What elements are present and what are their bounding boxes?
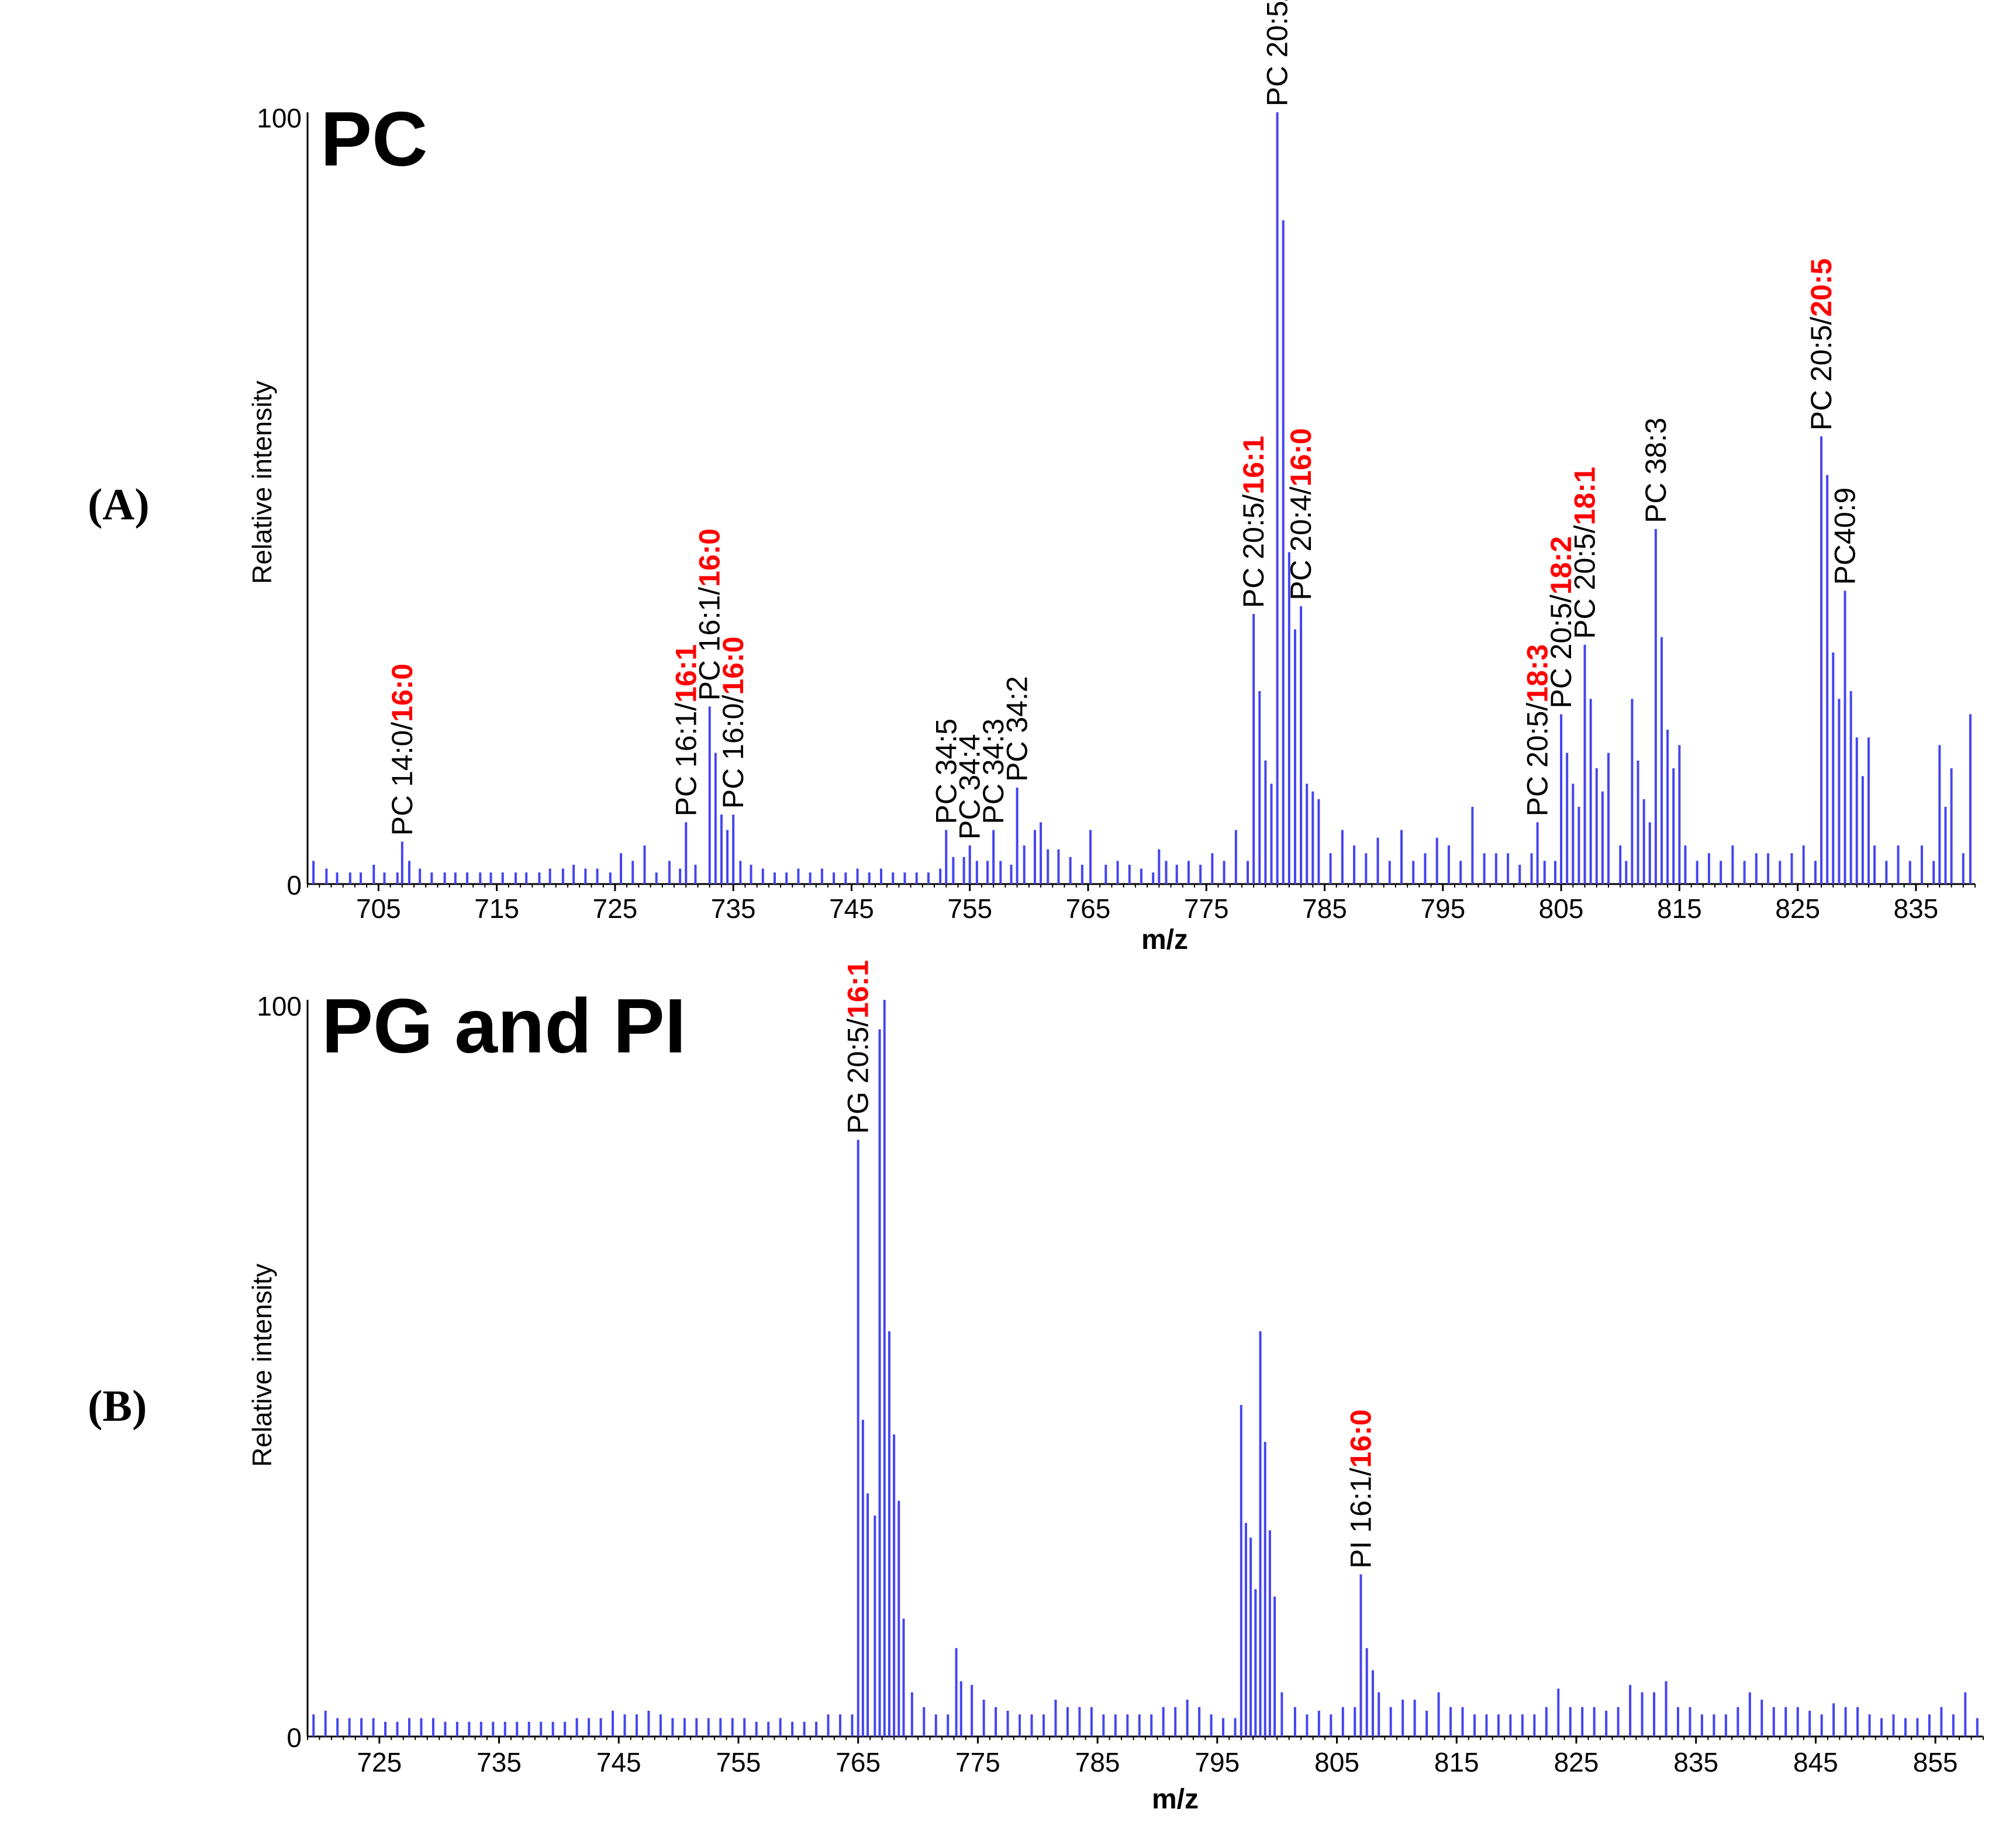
annotation-fatty-acid-red: 16:1 bbox=[1237, 436, 1270, 494]
x-tick-label: 785 bbox=[1075, 1747, 1120, 1777]
peak-annotation: PC40:9 bbox=[1829, 488, 1862, 585]
annotation-text: PC 20:5/ bbox=[1261, 0, 1294, 106]
annotation-text: PC 20:5/ bbox=[1521, 703, 1554, 817]
x-tick-label: 835 bbox=[1673, 1747, 1718, 1777]
x-tick-label: 745 bbox=[829, 893, 874, 924]
peak-annotation: PC 20:5/16:1 bbox=[1237, 436, 1270, 608]
annotation-fatty-acid-red: 16:0 bbox=[693, 529, 726, 587]
peak-annotation: PI 16:1/16:0 bbox=[1344, 1409, 1377, 1568]
x-tick-label: 755 bbox=[947, 893, 992, 924]
panel-a-ytick-100: 100 bbox=[257, 103, 302, 133]
peak-annotation: PC 20:4/16:0 bbox=[1285, 428, 1317, 600]
x-tick-label: 815 bbox=[1657, 893, 1702, 924]
x-tick-label: 735 bbox=[477, 1747, 522, 1777]
annotation-text: PG 20:5/ bbox=[842, 1019, 875, 1134]
panel-b-ytick-0: 0 bbox=[286, 1722, 302, 1753]
annotation-fatty-acid-red: 16:0 bbox=[1344, 1409, 1377, 1468]
peak-annotation: PC 38:3 bbox=[1639, 417, 1672, 523]
x-tick-label: 725 bbox=[357, 1747, 402, 1777]
x-tick-label: 795 bbox=[1420, 893, 1465, 924]
peak-annotation: PC 34:2 bbox=[1001, 676, 1034, 782]
annotation-fatty-acid-red: 20:5 bbox=[1805, 258, 1838, 317]
panel-b-x-axis-label: m/z bbox=[1152, 1784, 1199, 1815]
peak-annotation: PC 20:5/16:0 bbox=[1261, 0, 1294, 106]
x-tick-label: 735 bbox=[711, 893, 756, 924]
peak-annotation: PC 34:4 bbox=[954, 734, 986, 840]
x-tick-label: 845 bbox=[1793, 1747, 1838, 1777]
annotation-text: PC 20:5/ bbox=[1237, 494, 1270, 608]
x-tick-label: 745 bbox=[596, 1747, 641, 1777]
annotation-fatty-acid-red: 16:1 bbox=[842, 960, 875, 1019]
peak-annotation: PC 20:5/20:5 bbox=[1805, 258, 1838, 431]
panel-b-annotations: PG 20:5/16:1 PI 16:1/16:0 bbox=[842, 960, 1378, 1569]
annotation-text: PC 34:5 bbox=[930, 719, 962, 824]
annotation-text: PC 34:2 bbox=[1001, 676, 1034, 782]
peak-annotation: PC 16:1/16:1 bbox=[669, 644, 702, 817]
panel-a-title: PC bbox=[320, 96, 427, 182]
annotation-text: PC 38:3 bbox=[1639, 417, 1672, 523]
annotation-text: PC 16:1/ bbox=[693, 587, 726, 701]
peak-annotation: PC 20:5/18:1 bbox=[1569, 467, 1601, 639]
x-tick-label: 775 bbox=[955, 1747, 1000, 1777]
annotation-text: PC 20:5/ bbox=[1569, 525, 1601, 639]
annotation-fatty-acid-red: 18:2 bbox=[1545, 536, 1577, 595]
annotation-fatty-acid-red: 16:0 bbox=[1285, 428, 1317, 486]
panel-b-peaks bbox=[312, 1000, 1979, 1737]
panel-b-ytick-100: 100 bbox=[257, 991, 302, 1021]
x-tick-label: 855 bbox=[1913, 1747, 1958, 1777]
annotation-text: PC 34:3 bbox=[977, 719, 1010, 824]
peak-annotation: PC 14:0/16:0 bbox=[386, 664, 419, 836]
panel-a-peaks bbox=[312, 112, 1972, 884]
annotation-text: PC 20:5/ bbox=[1545, 595, 1577, 709]
panel-a-x-axis-label: m/z bbox=[1141, 924, 1188, 955]
x-tick-label: 825 bbox=[1554, 1747, 1599, 1777]
panel-b-title: PG and PI bbox=[322, 983, 686, 1069]
x-tick-label: 725 bbox=[593, 893, 638, 924]
peak-annotation: PG 20:5/16:1 bbox=[842, 960, 875, 1134]
x-tick-label: 795 bbox=[1195, 1747, 1240, 1777]
annotation-text: PC 16:0/ bbox=[717, 695, 750, 809]
x-tick-label: 835 bbox=[1893, 893, 1938, 924]
annotation-fatty-acid-red: 16:0 bbox=[386, 664, 419, 722]
x-tick-label: 815 bbox=[1434, 1747, 1479, 1777]
x-tick-label: 805 bbox=[1314, 1747, 1359, 1777]
panel-a-x-ticks: 705 715 725 735 745 755 765 775 785 795 805 815 825 8… bbox=[307, 884, 1976, 924]
peak-annotation: PC 16:0/16:0 bbox=[717, 637, 750, 809]
panel-b-pg-pi: (B) Relative intensity PG and PI 100 0 7… bbox=[88, 960, 1984, 1815]
annotation-text: PC 14:0/ bbox=[386, 722, 419, 836]
peak-annotation: PC 20:5/18:2 bbox=[1545, 536, 1577, 709]
peak-annotation: PC 16:1/16:0 bbox=[693, 529, 726, 701]
annotation-text: PC 16:1/ bbox=[669, 703, 702, 817]
x-tick-label: 775 bbox=[1184, 893, 1229, 924]
panel-b-x-ticks: 725 735 745 755 765 775 785 795 805 815 825 835 845 8… bbox=[307, 1737, 1984, 1777]
x-tick-label: 705 bbox=[356, 893, 401, 924]
annotation-text: PI 16:1/ bbox=[1344, 1468, 1377, 1568]
panel-a-pc: (A) Relative intensity PC 100 0 705 715 72… bbox=[88, 0, 1976, 955]
x-tick-label: 715 bbox=[474, 893, 519, 924]
annotation-text: PC 20:4/ bbox=[1285, 486, 1317, 600]
annotation-text: PC 20:5/ bbox=[1805, 317, 1838, 431]
peak-annotation: PC 34:5 bbox=[930, 719, 962, 824]
annotation-fatty-acid-red: 16:1 bbox=[669, 644, 702, 703]
panel-a-y-axis-label: Relative intensity bbox=[247, 381, 277, 584]
peak-annotation: PC 34:3 bbox=[977, 719, 1010, 824]
x-tick-label: 765 bbox=[836, 1747, 881, 1777]
panel-b-letter: (B) bbox=[88, 1382, 147, 1431]
panel-b-y-axis-label: Relative intensity bbox=[247, 1264, 277, 1467]
annotation-fatty-acid-red: 18:3 bbox=[1521, 644, 1554, 703]
annotation-fatty-acid-red: 18:1 bbox=[1569, 467, 1601, 525]
x-tick-label: 805 bbox=[1539, 893, 1584, 924]
panel-a-annotations: PC 14:0/16:0PC 16:1/16:1PC 16:1/16:0PC 1… bbox=[386, 0, 1862, 840]
panel-a-letter: (A) bbox=[88, 480, 150, 529]
annotation-text: PC40:9 bbox=[1829, 488, 1862, 585]
annotation-text: PC 34:4 bbox=[954, 734, 986, 840]
x-tick-label: 785 bbox=[1302, 893, 1347, 924]
peak-annotation: PC 20:5/18:3 bbox=[1521, 644, 1554, 817]
x-tick-label: 825 bbox=[1775, 893, 1820, 924]
panel-a-ytick-0: 0 bbox=[286, 870, 302, 900]
annotation-fatty-acid-red: 16:0 bbox=[717, 637, 750, 695]
x-tick-label: 765 bbox=[1066, 893, 1111, 924]
x-tick-label: 755 bbox=[716, 1747, 761, 1777]
